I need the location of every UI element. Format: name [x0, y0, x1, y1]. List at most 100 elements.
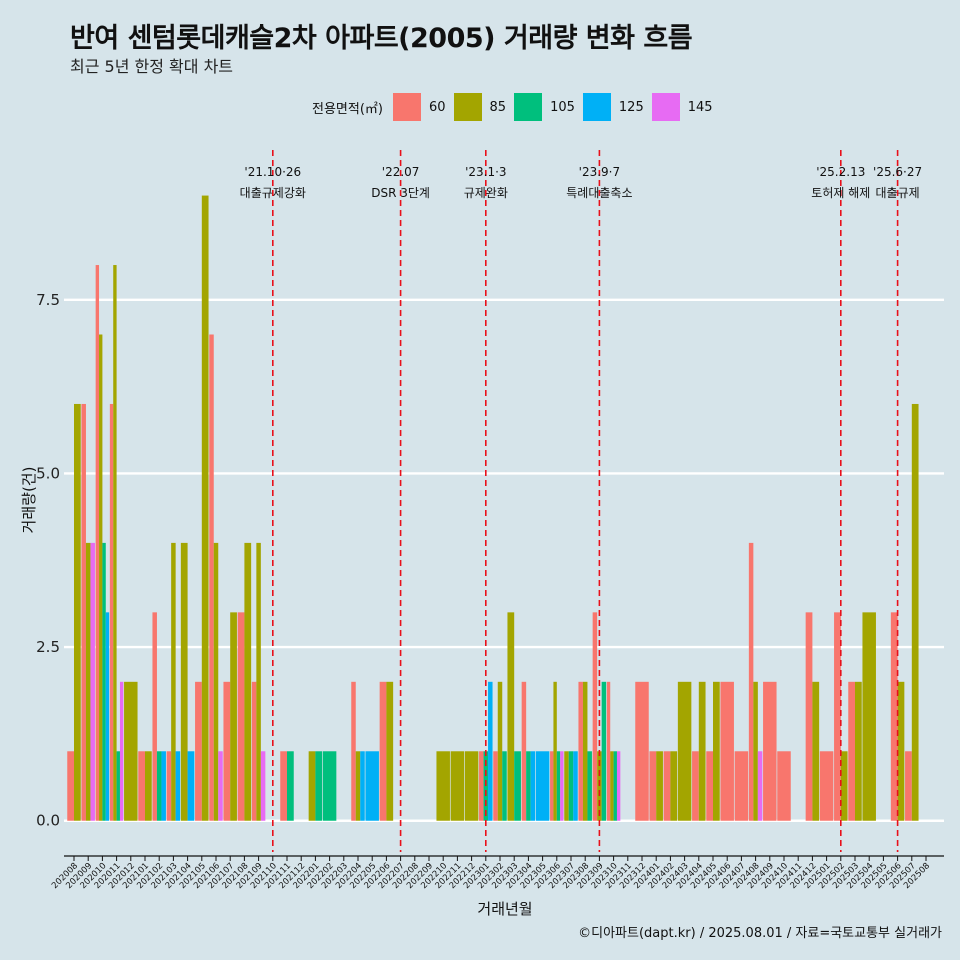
- bar-60-202204: [351, 681, 356, 821]
- bar-105-202310: [613, 751, 617, 821]
- bar-125-202204: [360, 751, 365, 821]
- bar-105-202306: [556, 751, 561, 821]
- legend-item-85: 85: [453, 93, 507, 121]
- bar-85-202309: [597, 751, 602, 821]
- bar-105-202304: [526, 751, 531, 821]
- bar-60-202401: [649, 751, 657, 821]
- bar-85-202010: [99, 334, 103, 821]
- bar-60-202102: [152, 612, 157, 821]
- event-label: 대출규제: [876, 186, 920, 200]
- y-axis-title: 거래량(건): [20, 467, 38, 534]
- bar-145-202009: [90, 542, 95, 821]
- bar-85-202109: [256, 542, 261, 821]
- bar-85-202011: [113, 265, 117, 821]
- bar-105-202303: [514, 751, 521, 821]
- bar-105-202309: [601, 681, 607, 821]
- bar-60-202304: [521, 681, 527, 821]
- bar-60-202412: [805, 612, 813, 821]
- bar-60-202404: [692, 751, 699, 821]
- event-label: 대출규제강화: [240, 186, 306, 200]
- bar-60-202506: [890, 612, 898, 821]
- bar-60-202010: [95, 265, 100, 821]
- bar-145-202109: [260, 751, 266, 821]
- bar-60-202301: [479, 751, 484, 821]
- bar-85-202507: [911, 403, 919, 821]
- bar-60-202405: [706, 751, 713, 821]
- event-label: DSR 3단계: [371, 186, 430, 200]
- bar-85-202504: [862, 612, 876, 821]
- bar-105-202302: [502, 751, 507, 821]
- bar-60-202408: [748, 542, 754, 821]
- bar-125-202103: [175, 751, 181, 821]
- bar-105-202308: [587, 751, 592, 821]
- bar-145-202310: [616, 751, 621, 821]
- bar-85-202212: [464, 751, 479, 821]
- legend-item-105: 105: [514, 93, 575, 121]
- bar-60-202310: [606, 681, 611, 821]
- bar-105-202102: [156, 751, 162, 821]
- bar-145-202011: [119, 681, 124, 821]
- bar-85-202105: [201, 195, 209, 821]
- bar-105-202010: [102, 542, 106, 821]
- bar-60-202011: [109, 403, 114, 821]
- bar-85-202408: [753, 681, 758, 821]
- bar-85-202502: [840, 751, 848, 821]
- bar-60-202409: [763, 681, 777, 821]
- bar-125-202104: [187, 751, 195, 821]
- event-date-label: '21.10·26: [244, 165, 301, 179]
- legend-item-145: 145: [651, 93, 713, 121]
- bar-60-202407: [734, 751, 749, 821]
- bar-60-202306: [550, 751, 554, 821]
- legend-title: 전용면적(㎡): [312, 101, 383, 117]
- bar-60-202109: [251, 681, 257, 821]
- bar-60-202502: [834, 612, 841, 821]
- bar-60-202009: [81, 403, 86, 821]
- bar-105-202111: [287, 751, 294, 821]
- bar-60-202312: [635, 681, 649, 821]
- bar-145-202306: [560, 751, 564, 821]
- y-tick-label: 0.0: [36, 812, 60, 830]
- bar-85-202506: [897, 681, 905, 821]
- bar-60-202406: [720, 681, 734, 821]
- bar-85-202404: [698, 681, 706, 821]
- bar-85-202307: [564, 751, 569, 821]
- bar-60-202503: [848, 681, 855, 821]
- event-date-label: '25.6·27: [873, 165, 922, 179]
- bar-85-202008: [74, 403, 81, 821]
- bar-125-202305: [535, 751, 550, 821]
- bar-105-202307: [568, 751, 574, 821]
- event-date-label: '23.9·7: [579, 165, 620, 179]
- bar-60-202410: [777, 751, 791, 821]
- legend-label-85: 85: [489, 99, 507, 115]
- bar-85-202412: [812, 681, 820, 821]
- bar-85-202503: [855, 681, 862, 821]
- bar-60-202111: [280, 751, 287, 821]
- legend-label-60: 60: [428, 99, 446, 115]
- source-caption: ©디아파트(dapt.kr) / 2025.08.01 / 자료=국토교통부 실…: [578, 926, 942, 941]
- bar-85-202303: [507, 612, 515, 821]
- legend-label-105: 105: [550, 99, 575, 115]
- x-axis-title: 거래년월: [477, 900, 532, 918]
- y-tick-label: 7.5: [36, 291, 60, 309]
- bar-125-202307: [573, 751, 578, 821]
- bar-85-202201: [308, 751, 316, 821]
- legend: 전용면적(㎡) 60 85 105 125 145: [312, 92, 721, 122]
- bar-85-202106: [213, 542, 219, 821]
- bar-105-202011: [116, 751, 120, 821]
- bar-85-202402: [670, 751, 678, 821]
- legend-label-125: 125: [618, 99, 644, 115]
- legend-swatch-60: [392, 93, 421, 121]
- bar-60-202206: [379, 681, 387, 821]
- bar-60-202308: [578, 681, 583, 821]
- bar-85-202308: [582, 681, 588, 821]
- legend-label-145: 145: [687, 99, 713, 115]
- bar-85-202104: [180, 542, 188, 821]
- bar-85-202101: [145, 751, 152, 821]
- bar-125-202010: [105, 612, 110, 821]
- bar-60-202101: [138, 751, 145, 821]
- bar-60-202501: [819, 751, 834, 821]
- bar-60-202402: [663, 751, 671, 821]
- bar-60-202309: [592, 612, 598, 821]
